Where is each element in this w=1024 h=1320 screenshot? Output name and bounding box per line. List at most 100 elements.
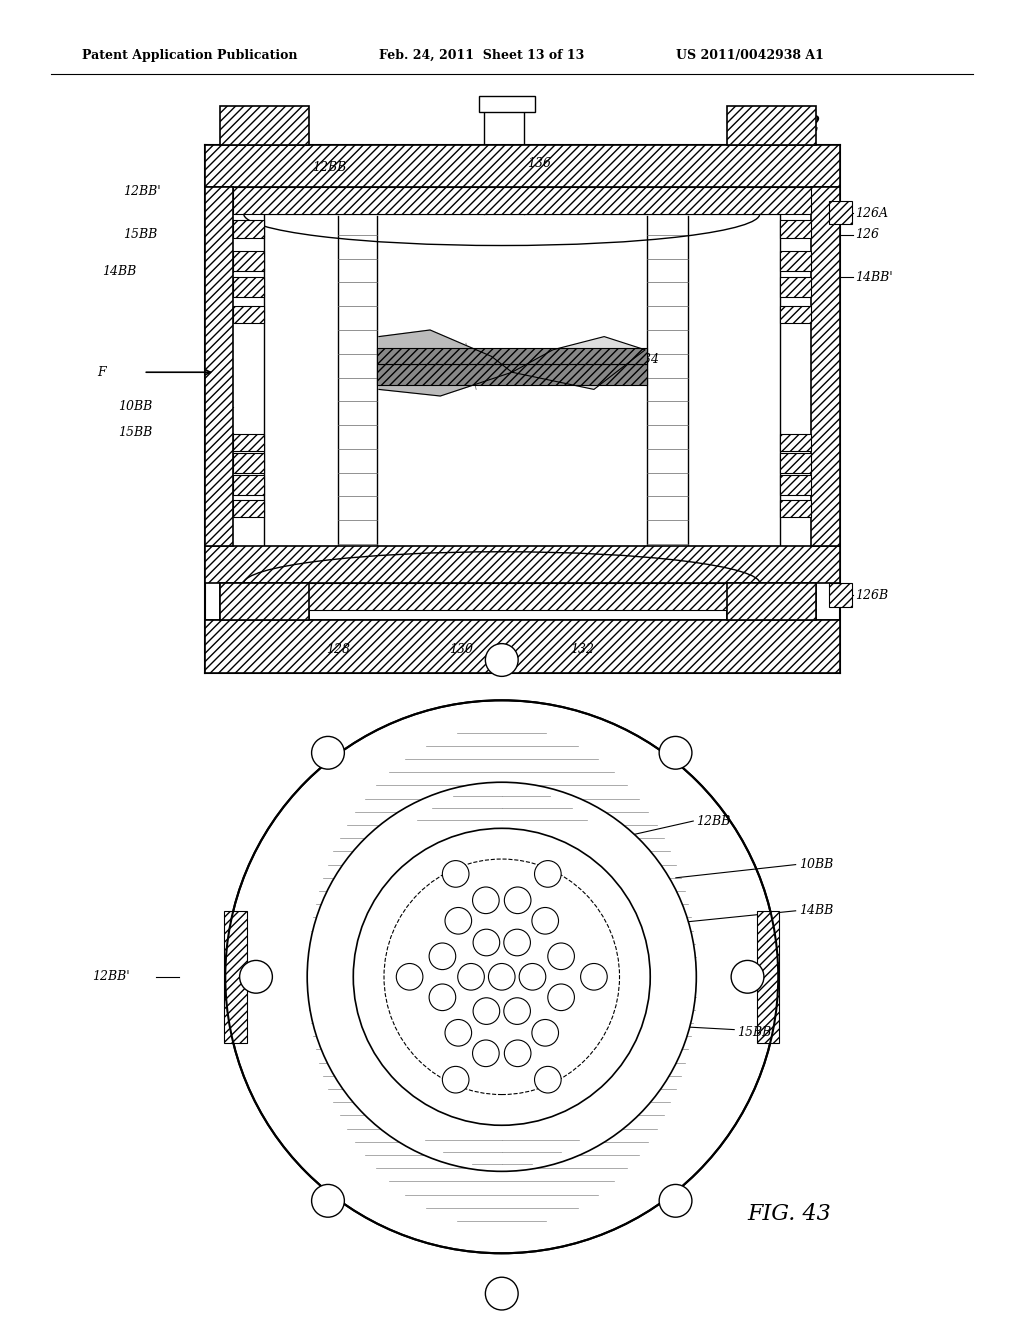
Circle shape xyxy=(535,1067,561,1093)
Circle shape xyxy=(458,964,484,990)
Circle shape xyxy=(429,942,456,970)
Bar xyxy=(377,348,647,364)
Text: 12BB: 12BB xyxy=(312,161,346,174)
Text: 14BB: 14BB xyxy=(799,904,833,917)
Text: 126B: 126B xyxy=(855,589,888,602)
Circle shape xyxy=(225,701,778,1253)
Circle shape xyxy=(505,887,531,913)
Circle shape xyxy=(396,964,423,990)
Bar xyxy=(224,911,247,1043)
Text: FIG. 42: FIG. 42 xyxy=(737,115,821,136)
Text: 14BB: 14BB xyxy=(102,265,136,279)
Circle shape xyxy=(353,829,650,1125)
Text: US 2011/0042938 A1: US 2011/0042938 A1 xyxy=(676,49,823,62)
Text: 15BB: 15BB xyxy=(573,814,607,828)
Circle shape xyxy=(531,907,558,935)
Bar xyxy=(829,583,852,607)
Text: 15BB: 15BB xyxy=(118,426,152,440)
Bar xyxy=(727,583,816,620)
Bar xyxy=(233,583,811,610)
Circle shape xyxy=(731,961,764,993)
Bar xyxy=(205,546,840,583)
Text: F: F xyxy=(97,366,105,379)
Bar xyxy=(780,277,811,297)
Circle shape xyxy=(535,861,561,887)
Circle shape xyxy=(485,1278,518,1309)
Bar xyxy=(220,583,309,620)
Bar xyxy=(757,911,779,1043)
Circle shape xyxy=(429,983,456,1011)
Text: 10BB: 10BB xyxy=(118,400,152,413)
Text: 15BB: 15BB xyxy=(737,1026,771,1039)
Bar xyxy=(233,277,264,297)
Bar xyxy=(780,453,811,473)
Circle shape xyxy=(485,644,518,676)
Circle shape xyxy=(581,964,607,990)
Circle shape xyxy=(548,942,574,970)
Text: 12BB': 12BB' xyxy=(92,970,130,983)
Bar xyxy=(233,306,264,323)
Text: FIG. 43: FIG. 43 xyxy=(748,1204,831,1225)
Circle shape xyxy=(659,1184,692,1217)
Bar xyxy=(205,187,233,546)
Circle shape xyxy=(519,964,546,990)
Text: 10BB: 10BB xyxy=(799,858,833,871)
Text: 12BB: 12BB xyxy=(696,814,730,828)
Circle shape xyxy=(548,983,574,1011)
Circle shape xyxy=(504,929,530,956)
Text: 12BB': 12BB' xyxy=(123,185,161,198)
Polygon shape xyxy=(379,330,512,396)
Bar xyxy=(205,620,840,673)
Bar xyxy=(233,475,264,495)
Bar xyxy=(780,434,811,451)
Bar xyxy=(829,201,852,224)
Circle shape xyxy=(307,783,696,1171)
Bar xyxy=(727,106,816,145)
Bar xyxy=(233,251,264,271)
Circle shape xyxy=(445,907,472,935)
Text: 134: 134 xyxy=(635,352,658,366)
Circle shape xyxy=(311,737,344,770)
Circle shape xyxy=(531,1019,558,1047)
Bar xyxy=(233,500,264,517)
Bar xyxy=(205,145,840,187)
Circle shape xyxy=(311,1184,344,1217)
Bar xyxy=(220,106,309,145)
Bar xyxy=(233,434,264,451)
Bar xyxy=(780,306,811,323)
Circle shape xyxy=(442,1067,469,1093)
Text: Patent Application Publication: Patent Application Publication xyxy=(82,49,297,62)
Circle shape xyxy=(659,737,692,770)
Circle shape xyxy=(473,998,500,1024)
Bar xyxy=(479,96,535,112)
Polygon shape xyxy=(512,337,645,389)
Bar xyxy=(233,220,264,238)
Bar xyxy=(233,187,811,214)
Circle shape xyxy=(505,1040,531,1067)
Text: 15BB: 15BB xyxy=(123,228,157,242)
Bar xyxy=(780,475,811,495)
Circle shape xyxy=(240,961,272,993)
Circle shape xyxy=(445,1019,472,1047)
Circle shape xyxy=(442,861,469,887)
Text: Feb. 24, 2011  Sheet 13 of 13: Feb. 24, 2011 Sheet 13 of 13 xyxy=(379,49,584,62)
Circle shape xyxy=(488,964,515,990)
Text: 126: 126 xyxy=(855,228,879,242)
Circle shape xyxy=(472,887,499,913)
Bar xyxy=(780,220,811,238)
Circle shape xyxy=(473,929,500,956)
Bar xyxy=(233,453,264,473)
Circle shape xyxy=(384,859,620,1094)
Text: 130: 130 xyxy=(449,643,473,656)
Text: 126A: 126A xyxy=(855,207,888,220)
Bar xyxy=(811,187,840,546)
Text: 132: 132 xyxy=(569,643,594,656)
Text: 128: 128 xyxy=(326,643,350,656)
Text: 14BB': 14BB' xyxy=(855,271,893,284)
Bar xyxy=(377,364,647,385)
Circle shape xyxy=(472,1040,499,1067)
Bar xyxy=(780,251,811,271)
Bar xyxy=(780,500,811,517)
Text: 136: 136 xyxy=(527,157,551,170)
Circle shape xyxy=(504,998,530,1024)
